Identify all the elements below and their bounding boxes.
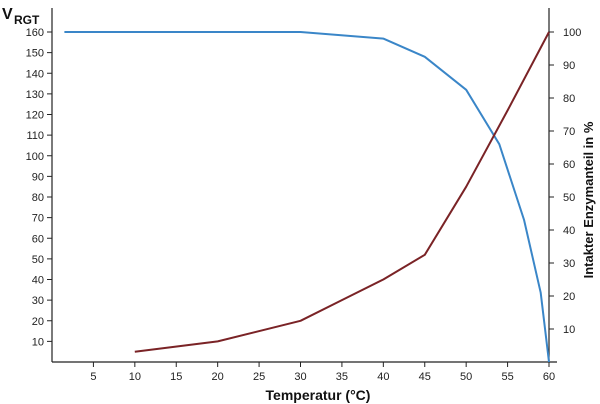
- left-axis-title-main: V: [2, 6, 13, 23]
- left-axis-title: V RGT: [2, 6, 40, 27]
- left-y-tick-label: 30: [32, 295, 44, 307]
- x-tick-label: 55: [501, 371, 513, 383]
- x-axis-title: Temperatur (°C): [266, 387, 371, 403]
- right-y-tick-label: 60: [563, 159, 575, 171]
- x-tick-label: 15: [170, 371, 182, 383]
- left-y-tick-label: 10: [32, 336, 44, 348]
- right-y-tick-label: 90: [563, 60, 575, 72]
- left-y-tick-label: 70: [32, 213, 44, 225]
- right-y-tick-label: 10: [563, 324, 575, 336]
- left-y-tick-label: 110: [26, 130, 44, 142]
- x-tick-label: 10: [129, 371, 141, 383]
- right-y-tick-label: 30: [563, 258, 575, 270]
- left-y-tick-label: 100: [26, 151, 44, 163]
- left-y-tick-label: 160: [26, 27, 44, 39]
- x-tick-label: 60: [543, 371, 555, 383]
- series-line-2: [134, 31, 550, 353]
- x-tick-label: 40: [377, 371, 389, 383]
- left-y-tick-label: 80: [32, 192, 44, 204]
- x-tick-label: 50: [460, 371, 472, 383]
- x-tick-label: 30: [294, 371, 306, 383]
- ticks: 5 10 15 20 25 30 35 40 45 50 55 60 10 20 30 40 50 60 70 80 9…: [26, 27, 582, 383]
- right-y-tick-label: 50: [563, 192, 575, 204]
- x-tick-label: 20: [212, 371, 224, 383]
- right-y-tick-label: 20: [563, 291, 575, 303]
- x-tick-label: 35: [336, 371, 348, 383]
- left-y-tick-label: 120: [26, 110, 44, 122]
- left-y-tick-label: 50: [32, 254, 44, 266]
- left-y-tick-label: 130: [26, 89, 44, 101]
- right-y-tick-label: 100: [563, 27, 581, 39]
- left-y-tick-label: 90: [32, 171, 44, 183]
- axes: [51, 8, 557, 363]
- left-y-tick-label: 60: [32, 233, 44, 245]
- x-tick-label: 5: [90, 371, 96, 383]
- right-y-tick-label: 40: [563, 225, 575, 237]
- series-lines: [64, 31, 550, 363]
- right-y-tick-label: 80: [563, 93, 575, 105]
- right-axis-title: Intakter Enzymanteil in %: [581, 121, 596, 278]
- left-y-tick-label: 40: [32, 275, 44, 287]
- x-tick-label: 45: [419, 371, 431, 383]
- x-tick-label: 25: [253, 371, 265, 383]
- left-y-tick-label: 150: [26, 48, 44, 60]
- left-y-tick-label: 140: [26, 68, 44, 80]
- series-line-1: [64, 31, 550, 363]
- left-y-tick-label: 20: [32, 316, 44, 328]
- right-y-tick-label: 70: [563, 126, 575, 138]
- left-axis-title-subscript: RGT: [14, 13, 40, 27]
